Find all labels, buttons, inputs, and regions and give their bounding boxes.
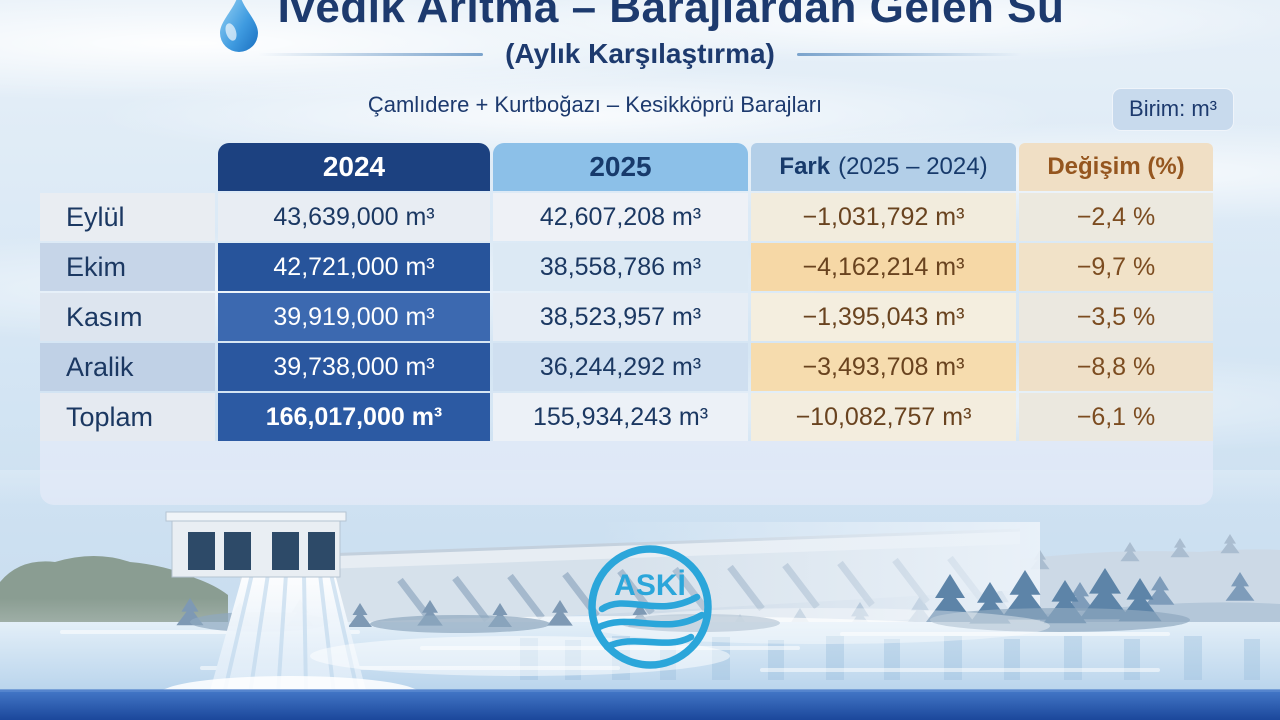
month-cell: Kasım (40, 293, 215, 341)
value-2024-cell: 39,738,000 m³ (218, 343, 490, 391)
decorative-line-left (258, 52, 484, 56)
value-2025-cell: 38,523,957 m³ (493, 293, 748, 341)
fark-cell: −1,395,043 m³ (751, 293, 1016, 341)
subtitle-row: (Aylık Karşılaştırma) (0, 38, 1280, 70)
water-drop-icon (219, 0, 258, 52)
page-subtitle: (Aylık Karşılaştırma) (505, 38, 775, 69)
unit-badge: Birim: m³ (1112, 88, 1234, 131)
degisim-cell: −8,8 % (1019, 343, 1213, 391)
table-footer-panel (40, 441, 1213, 505)
degisim-cell: −3,5 % (1019, 293, 1213, 341)
aski-logo: ASKİ (580, 533, 720, 688)
month-cell: Toplam (40, 393, 215, 441)
comparison-table: 2024 2025 Fark (2025 – 2024) Değişim (%)… (40, 143, 1213, 441)
page-title: İvedik Arıtma – Barajlardan Gelen Su (277, 0, 1065, 32)
fark-cell: −1,031,792 m³ (751, 193, 1016, 241)
value-2025-cell: 36,244,292 m³ (493, 343, 748, 391)
degisim-cell: −2,4 % (1019, 193, 1213, 241)
header-fark-note: (2025 – 2024) (838, 153, 988, 180)
header-2025: 2025 (493, 143, 748, 191)
value-2024-cell: 166,017,000 m³ (218, 393, 490, 441)
fark-cell: −10,082,757 m³ (751, 393, 1016, 441)
value-2025-cell: 42,607,208 m³ (493, 193, 748, 241)
aski-logo-graphic: ASKİ (588, 545, 712, 669)
month-cell: Eylül (40, 193, 215, 241)
header-2024: 2024 (218, 143, 490, 191)
dams-source-line: Çamlıdere + Kurtboğazı – Kesikköprü Bara… (367, 92, 823, 117)
value-2024-cell: 42,721,000 m³ (218, 243, 490, 291)
value-2025-cell: 155,934,243 m³ (493, 393, 748, 441)
header-fark-label: Fark (779, 153, 831, 180)
header-fark: Fark (2025 – 2024) (751, 143, 1016, 191)
header-degisim: Değişim (%) (1019, 143, 1213, 191)
value-2025-cell: 38,558,786 m³ (493, 243, 748, 291)
value-2024-cell: 43,639,000 m³ (218, 193, 490, 241)
header-month-empty (40, 143, 215, 191)
fark-cell: −3,493,708 m³ (751, 343, 1016, 391)
degisim-cell: −9,7 % (1019, 243, 1213, 291)
fark-cell: −4,162,214 m³ (751, 243, 1016, 291)
decorative-line-right (796, 52, 1022, 56)
value-2024-cell: 39,919,000 m³ (218, 293, 490, 341)
title-row: İvedik Arıtma – Barajlardan Gelen Su (0, 0, 1280, 52)
aski-logo-text: ASKİ (614, 569, 686, 602)
month-cell: Ekim (40, 243, 215, 291)
month-cell: Aralik (40, 343, 215, 391)
degisim-cell: −6,1 % (1019, 393, 1213, 441)
